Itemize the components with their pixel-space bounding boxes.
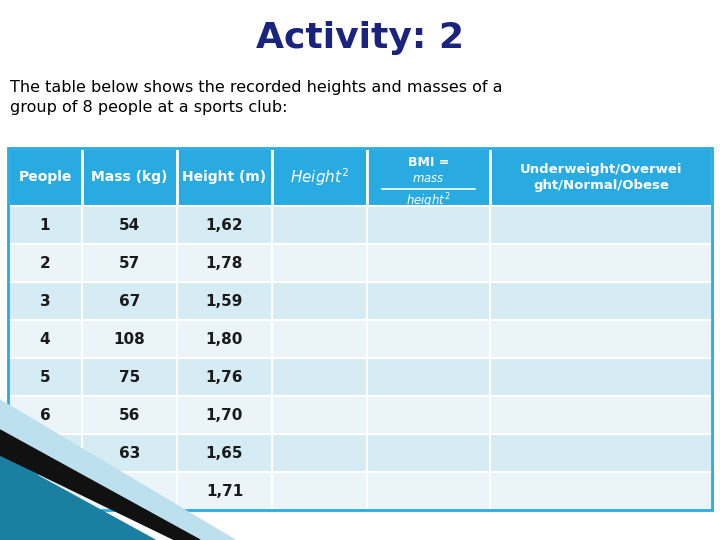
Bar xyxy=(490,358,712,396)
Bar xyxy=(8,148,712,510)
Polygon shape xyxy=(0,400,235,540)
Text: BMI =: BMI = xyxy=(408,157,449,170)
Bar xyxy=(82,282,177,320)
Bar xyxy=(82,358,177,396)
Text: $\mathit{Height}^2$: $\mathit{Height}^2$ xyxy=(290,166,349,188)
Bar xyxy=(177,358,272,396)
Text: 1,76: 1,76 xyxy=(206,369,243,384)
Bar xyxy=(367,244,490,282)
Text: 7: 7 xyxy=(40,446,50,461)
Text: 1,78: 1,78 xyxy=(206,255,243,271)
Bar xyxy=(177,148,272,206)
Text: $\mathit{mass}$: $\mathit{mass}$ xyxy=(413,172,445,186)
Bar xyxy=(272,396,367,434)
Bar xyxy=(490,244,712,282)
Bar xyxy=(8,396,82,434)
Bar xyxy=(272,282,367,320)
Bar xyxy=(490,472,712,510)
Bar xyxy=(8,148,82,206)
Bar xyxy=(8,434,82,472)
Text: 67: 67 xyxy=(119,294,140,308)
Text: 108: 108 xyxy=(114,332,145,347)
Bar xyxy=(272,358,367,396)
Bar xyxy=(490,206,712,244)
Bar xyxy=(272,244,367,282)
Text: Mass (kg): Mass (kg) xyxy=(91,170,168,184)
Bar xyxy=(8,472,82,510)
Text: 8: 8 xyxy=(40,483,50,498)
Bar xyxy=(272,320,367,358)
Bar xyxy=(367,282,490,320)
Text: 75: 75 xyxy=(119,369,140,384)
Bar xyxy=(82,244,177,282)
Text: 59: 59 xyxy=(119,483,140,498)
Bar xyxy=(490,320,712,358)
Text: 1: 1 xyxy=(40,218,50,233)
Bar xyxy=(177,244,272,282)
Bar xyxy=(177,472,272,510)
Polygon shape xyxy=(0,430,200,540)
Bar xyxy=(367,320,490,358)
Bar xyxy=(82,472,177,510)
Text: 1,59: 1,59 xyxy=(206,294,243,308)
Text: 1,80: 1,80 xyxy=(206,332,243,347)
Text: 1,65: 1,65 xyxy=(206,446,243,461)
Bar xyxy=(8,320,82,358)
Bar xyxy=(177,434,272,472)
Bar xyxy=(177,320,272,358)
Text: $\mathit{height}^2$: $\mathit{height}^2$ xyxy=(406,191,451,211)
Bar xyxy=(367,472,490,510)
Text: 3: 3 xyxy=(40,294,50,308)
Bar xyxy=(8,244,82,282)
Text: 63: 63 xyxy=(119,446,140,461)
Bar xyxy=(490,396,712,434)
Bar xyxy=(367,148,490,206)
Text: Underweight/Overwei
ght/Normal/Obese: Underweight/Overwei ght/Normal/Obese xyxy=(520,163,683,192)
Text: Activity: 2: Activity: 2 xyxy=(256,21,464,55)
Polygon shape xyxy=(0,455,155,540)
Text: 4: 4 xyxy=(40,332,50,347)
Bar xyxy=(82,396,177,434)
Bar xyxy=(82,320,177,358)
Bar xyxy=(490,282,712,320)
Bar xyxy=(367,396,490,434)
Bar xyxy=(8,358,82,396)
Bar xyxy=(8,282,82,320)
Bar xyxy=(82,148,177,206)
Text: 54: 54 xyxy=(119,218,140,233)
Text: 57: 57 xyxy=(119,255,140,271)
Bar xyxy=(367,206,490,244)
Bar xyxy=(177,282,272,320)
Bar xyxy=(272,148,367,206)
Text: 2: 2 xyxy=(40,255,50,271)
Bar xyxy=(367,358,490,396)
Bar xyxy=(272,434,367,472)
Bar xyxy=(490,148,712,206)
Text: 56: 56 xyxy=(119,408,140,422)
Bar xyxy=(272,206,367,244)
Bar xyxy=(177,396,272,434)
Text: 1,62: 1,62 xyxy=(206,218,243,233)
Text: People: People xyxy=(18,170,72,184)
Text: The table below shows the recorded heights and masses of a
group of 8 people at : The table below shows the recorded heigh… xyxy=(10,80,503,115)
Text: 5: 5 xyxy=(40,369,50,384)
Text: 1,70: 1,70 xyxy=(206,408,243,422)
Bar xyxy=(177,206,272,244)
Text: 6: 6 xyxy=(40,408,50,422)
Bar xyxy=(8,206,82,244)
Bar xyxy=(272,472,367,510)
Bar xyxy=(82,434,177,472)
Polygon shape xyxy=(0,400,70,540)
Bar xyxy=(367,434,490,472)
Bar xyxy=(82,206,177,244)
Text: Height (m): Height (m) xyxy=(182,170,266,184)
Text: 1,71: 1,71 xyxy=(206,483,243,498)
Bar xyxy=(490,434,712,472)
